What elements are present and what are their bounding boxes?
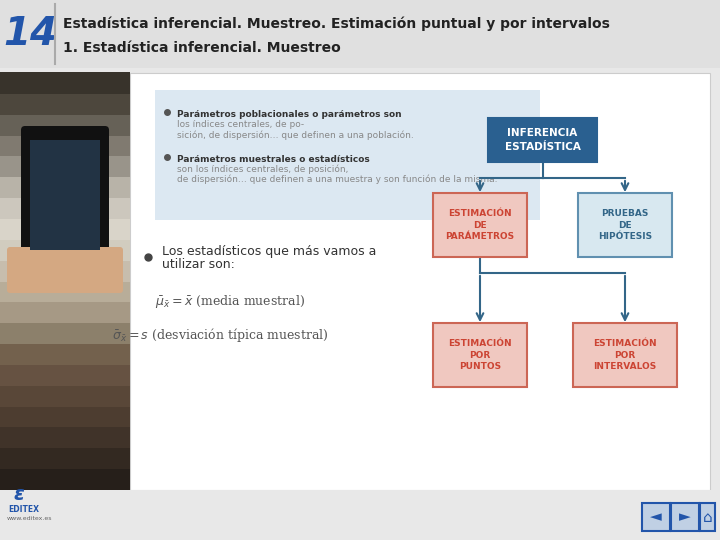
Text: Estadística inferencial. Muestreo. Estimación puntual y por intervalos: Estadística inferencial. Muestreo. Estim… <box>63 17 610 31</box>
FancyBboxPatch shape <box>573 323 677 387</box>
Text: ESTIMACIÓN
POR
INTERVALOS: ESTIMACIÓN POR INTERVALOS <box>593 339 657 372</box>
Text: ε: ε <box>13 485 24 504</box>
FancyBboxPatch shape <box>0 280 130 302</box>
Text: www.editex.es: www.editex.es <box>7 516 53 521</box>
FancyBboxPatch shape <box>21 126 109 264</box>
Text: ►: ► <box>679 510 691 524</box>
FancyBboxPatch shape <box>0 322 130 344</box>
FancyBboxPatch shape <box>642 503 670 531</box>
FancyBboxPatch shape <box>0 406 130 428</box>
FancyBboxPatch shape <box>0 260 130 281</box>
FancyBboxPatch shape <box>0 0 720 68</box>
Text: utilizar son:: utilizar son: <box>162 259 235 272</box>
Text: los índices centrales, de po-: los índices centrales, de po- <box>177 120 304 129</box>
FancyBboxPatch shape <box>0 72 130 94</box>
FancyBboxPatch shape <box>0 218 130 240</box>
Text: sición, de dispersión… que definen a una población.: sición, de dispersión… que definen a una… <box>177 130 414 139</box>
FancyBboxPatch shape <box>578 193 672 257</box>
Text: ◄: ◄ <box>650 510 662 524</box>
FancyBboxPatch shape <box>30 140 100 250</box>
Text: EDITEX: EDITEX <box>8 505 39 514</box>
FancyBboxPatch shape <box>0 176 130 198</box>
Text: 1. Estadística inferencial. Muestreo: 1. Estadística inferencial. Muestreo <box>63 41 341 55</box>
Text: ESTIMACIÓN
POR
PUNTOS: ESTIMACIÓN POR PUNTOS <box>448 339 512 372</box>
Text: Parámetros poblacionales o parámetros son: Parámetros poblacionales o parámetros so… <box>177 110 405 119</box>
FancyBboxPatch shape <box>0 343 130 365</box>
FancyBboxPatch shape <box>0 447 130 469</box>
FancyBboxPatch shape <box>433 193 527 257</box>
Text: de dispersión… que definen a una muestra y son función de la misma.: de dispersión… que definen a una muestra… <box>177 175 498 185</box>
FancyBboxPatch shape <box>433 323 527 387</box>
FancyBboxPatch shape <box>0 384 130 407</box>
FancyBboxPatch shape <box>671 503 699 531</box>
Text: Parámetros muestrales o estadísticos: Parámetros muestrales o estadísticos <box>177 155 373 164</box>
FancyBboxPatch shape <box>0 427 130 448</box>
Text: ESTIMACIÓN
DE
PARÁMETROS: ESTIMACIÓN DE PARÁMETROS <box>446 208 515 241</box>
Text: INFERENCIA
ESTADÍSTICA: INFERENCIA ESTADÍSTICA <box>505 129 580 152</box>
FancyBboxPatch shape <box>0 93 130 114</box>
FancyBboxPatch shape <box>0 114 130 136</box>
FancyBboxPatch shape <box>7 247 123 293</box>
FancyBboxPatch shape <box>0 490 720 540</box>
FancyBboxPatch shape <box>700 503 715 531</box>
FancyBboxPatch shape <box>0 197 130 219</box>
Text: ⌂: ⌂ <box>703 510 712 524</box>
FancyBboxPatch shape <box>0 364 130 386</box>
FancyBboxPatch shape <box>0 134 130 157</box>
FancyBboxPatch shape <box>130 73 710 490</box>
Text: Los estadísticos que más vamos a: Los estadísticos que más vamos a <box>162 245 377 258</box>
Text: 14: 14 <box>3 15 57 53</box>
FancyBboxPatch shape <box>0 239 130 261</box>
FancyBboxPatch shape <box>0 156 130 177</box>
FancyBboxPatch shape <box>488 118 597 162</box>
FancyBboxPatch shape <box>0 468 130 490</box>
Text: $\bar{\sigma}_{\bar{x}} = s$ (desviación típica muestral): $\bar{\sigma}_{\bar{x}} = s$ (desviación… <box>112 326 328 344</box>
FancyBboxPatch shape <box>155 90 540 220</box>
Text: PRUEBAS
DE
HIPÓTESIS: PRUEBAS DE HIPÓTESIS <box>598 208 652 241</box>
Text: son los índices centrales, de posición,: son los índices centrales, de posición, <box>177 165 348 174</box>
FancyBboxPatch shape <box>0 73 130 490</box>
Text: $\bar{\mu}_{\bar{x}} = \bar{x}$ (media muestral): $\bar{\mu}_{\bar{x}} = \bar{x}$ (media m… <box>155 294 305 310</box>
FancyBboxPatch shape <box>0 301 130 323</box>
